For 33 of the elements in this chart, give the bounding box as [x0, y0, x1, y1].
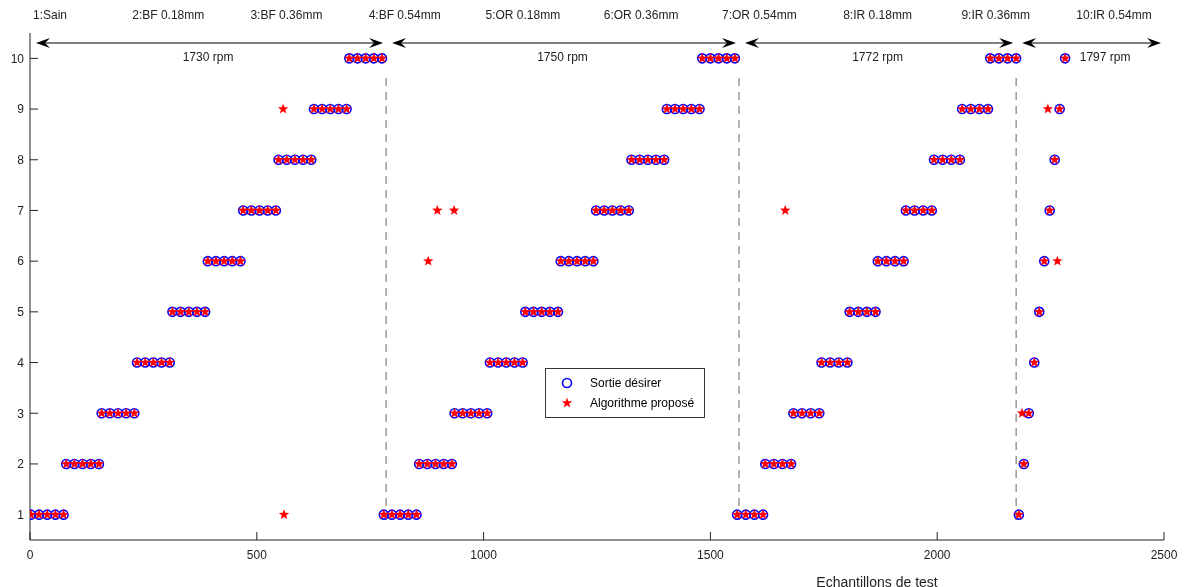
annotation: 1772 rpm: [852, 50, 903, 64]
annotation: 1797 rpm: [1079, 50, 1131, 64]
text: 2:BF 0.18mm: [132, 8, 205, 22]
x-tick-label: 1000: [470, 547, 498, 562]
text: 7:OR 0.54mm: [721, 8, 797, 22]
x-tick-label: 2000: [923, 547, 951, 562]
text: 8:IR 0.18mm: [843, 8, 912, 22]
text: 3:BF 0.36mm: [250, 8, 323, 22]
y-tick-label: 6: [17, 254, 25, 269]
text: 1:Sain: [32, 8, 68, 22]
x-axis-title: Echantillons de test: [816, 574, 938, 587]
text: 4:BF 0.54mm: [368, 8, 441, 22]
y-tick-label: 2: [17, 457, 25, 472]
y-tick-label: 5: [17, 305, 25, 320]
text: 6:OR 0.36mm: [603, 8, 679, 22]
x-tick-label: 500: [246, 547, 268, 562]
legend-label: Sortie désirer: [590, 376, 662, 390]
y-tick-label: 10: [10, 51, 25, 66]
legend-label: Algorithme proposé: [590, 396, 695, 410]
x-tick-label: 1500: [697, 547, 725, 562]
y-tick-label: 7: [17, 203, 25, 218]
y-tick-label: 4: [17, 355, 25, 370]
annotation: 1750 rpm: [537, 50, 588, 64]
text: 10:IR 0.54mm: [1076, 8, 1152, 22]
y-tick-label: 9: [17, 102, 25, 117]
text: 9:IR 0.36mm: [961, 8, 1031, 22]
y-tick-label: 8: [17, 153, 25, 168]
annotation: 1730 rpm: [182, 50, 234, 64]
x-tick-label: 0: [26, 547, 34, 562]
x-tick-label: 2500: [1150, 547, 1178, 562]
y-tick-label: 1: [17, 507, 25, 522]
text: 5:OR 0.18mm: [485, 8, 561, 22]
y-tick-label: 3: [17, 406, 25, 421]
